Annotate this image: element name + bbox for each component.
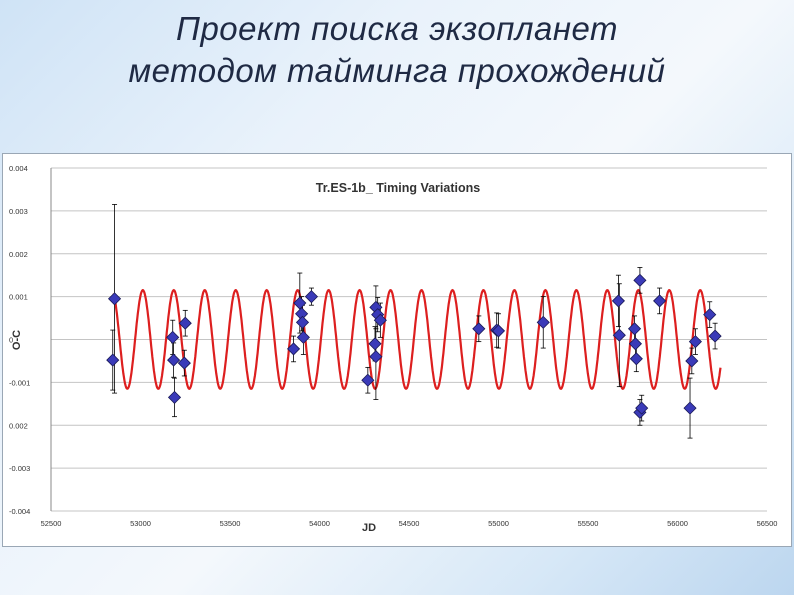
x-tick-label: 56000: [667, 519, 688, 528]
data-point: [178, 316, 192, 330]
slide-title: Проект поиска экзопланет методом тайминг…: [0, 8, 794, 92]
y-tick-label: 0.004: [9, 164, 28, 173]
y-tick-label: -0.001: [9, 378, 30, 387]
data-point: [304, 290, 319, 304]
data-point: [166, 330, 180, 344]
y-tick-labels: 0.004 0.003 0.002 0.001 0 -0.001 0.002 -0.003 -0…: [9, 164, 30, 516]
data-point: [688, 335, 702, 349]
x-tick-label: 53500: [220, 519, 241, 528]
x-axis-label: JD: [362, 522, 376, 534]
data-point: [167, 353, 181, 367]
data-point: [369, 350, 383, 364]
data-point: [703, 308, 717, 322]
data-point: [611, 294, 625, 308]
data-point: [106, 353, 120, 367]
y-tick-label: 0.001: [9, 293, 28, 302]
x-tick-label: 54500: [399, 519, 420, 528]
data-point: [629, 352, 643, 366]
x-tick-label: 54000: [309, 519, 330, 528]
x-tick-label: 56500: [757, 519, 778, 528]
data-point: [177, 356, 191, 370]
data-point: [491, 324, 506, 338]
data-point: [361, 373, 375, 387]
x-tick-label: 55500: [578, 519, 599, 528]
data-point: [472, 322, 486, 336]
y-tick-label: 0: [9, 336, 13, 345]
data-point: [373, 313, 387, 327]
timing-chart: 0.004 0.003 0.002 0.001 0 -0.001 0.002 -0.003 -0…: [9, 164, 778, 534]
chart-frame: 0.004 0.003 0.002 0.001 0 -0.001 0.002 -0.003 -0…: [2, 153, 792, 547]
data-point: [295, 315, 310, 329]
data-point: [368, 337, 382, 351]
x-tick-label: 52500: [41, 519, 62, 528]
error-bars: [110, 204, 718, 439]
data-point: [628, 337, 643, 351]
data-point: [286, 342, 301, 356]
slide-title-line-2: методом тайминга прохождений: [128, 52, 666, 89]
x-tick-label: 55000: [488, 519, 509, 528]
grid: [50, 167, 767, 512]
data-point: [708, 329, 722, 343]
y-axis-label: O-C: [11, 330, 23, 350]
data-point: [685, 354, 699, 368]
data-point: [633, 273, 647, 287]
data-point: [536, 315, 550, 329]
data-point: [627, 322, 642, 336]
x-tick-labels: 52500 53000 53500 54000 54500 55000 55500 56000…: [41, 519, 778, 528]
data-point: [167, 390, 182, 404]
y-tick-label: -0.004: [9, 507, 30, 516]
x-tick-label: 53000: [130, 519, 151, 528]
data-point: [683, 401, 697, 415]
y-tick-label: 0.002: [9, 250, 28, 259]
data-point: [296, 330, 310, 344]
chart-title: Tr.ES-1b_ Timing Variations: [316, 181, 480, 195]
y-tick-label: 0.003: [9, 207, 28, 216]
data-point: [653, 294, 667, 308]
y-tick-label: -0.003: [9, 464, 30, 473]
data-point: [107, 292, 122, 306]
data-point: [635, 401, 649, 415]
slide-title-line-1: Проект поиска экзопланет: [176, 10, 618, 47]
data-point: [612, 328, 626, 342]
y-tick-label: 0.002: [9, 421, 28, 430]
data-points: [106, 273, 722, 419]
